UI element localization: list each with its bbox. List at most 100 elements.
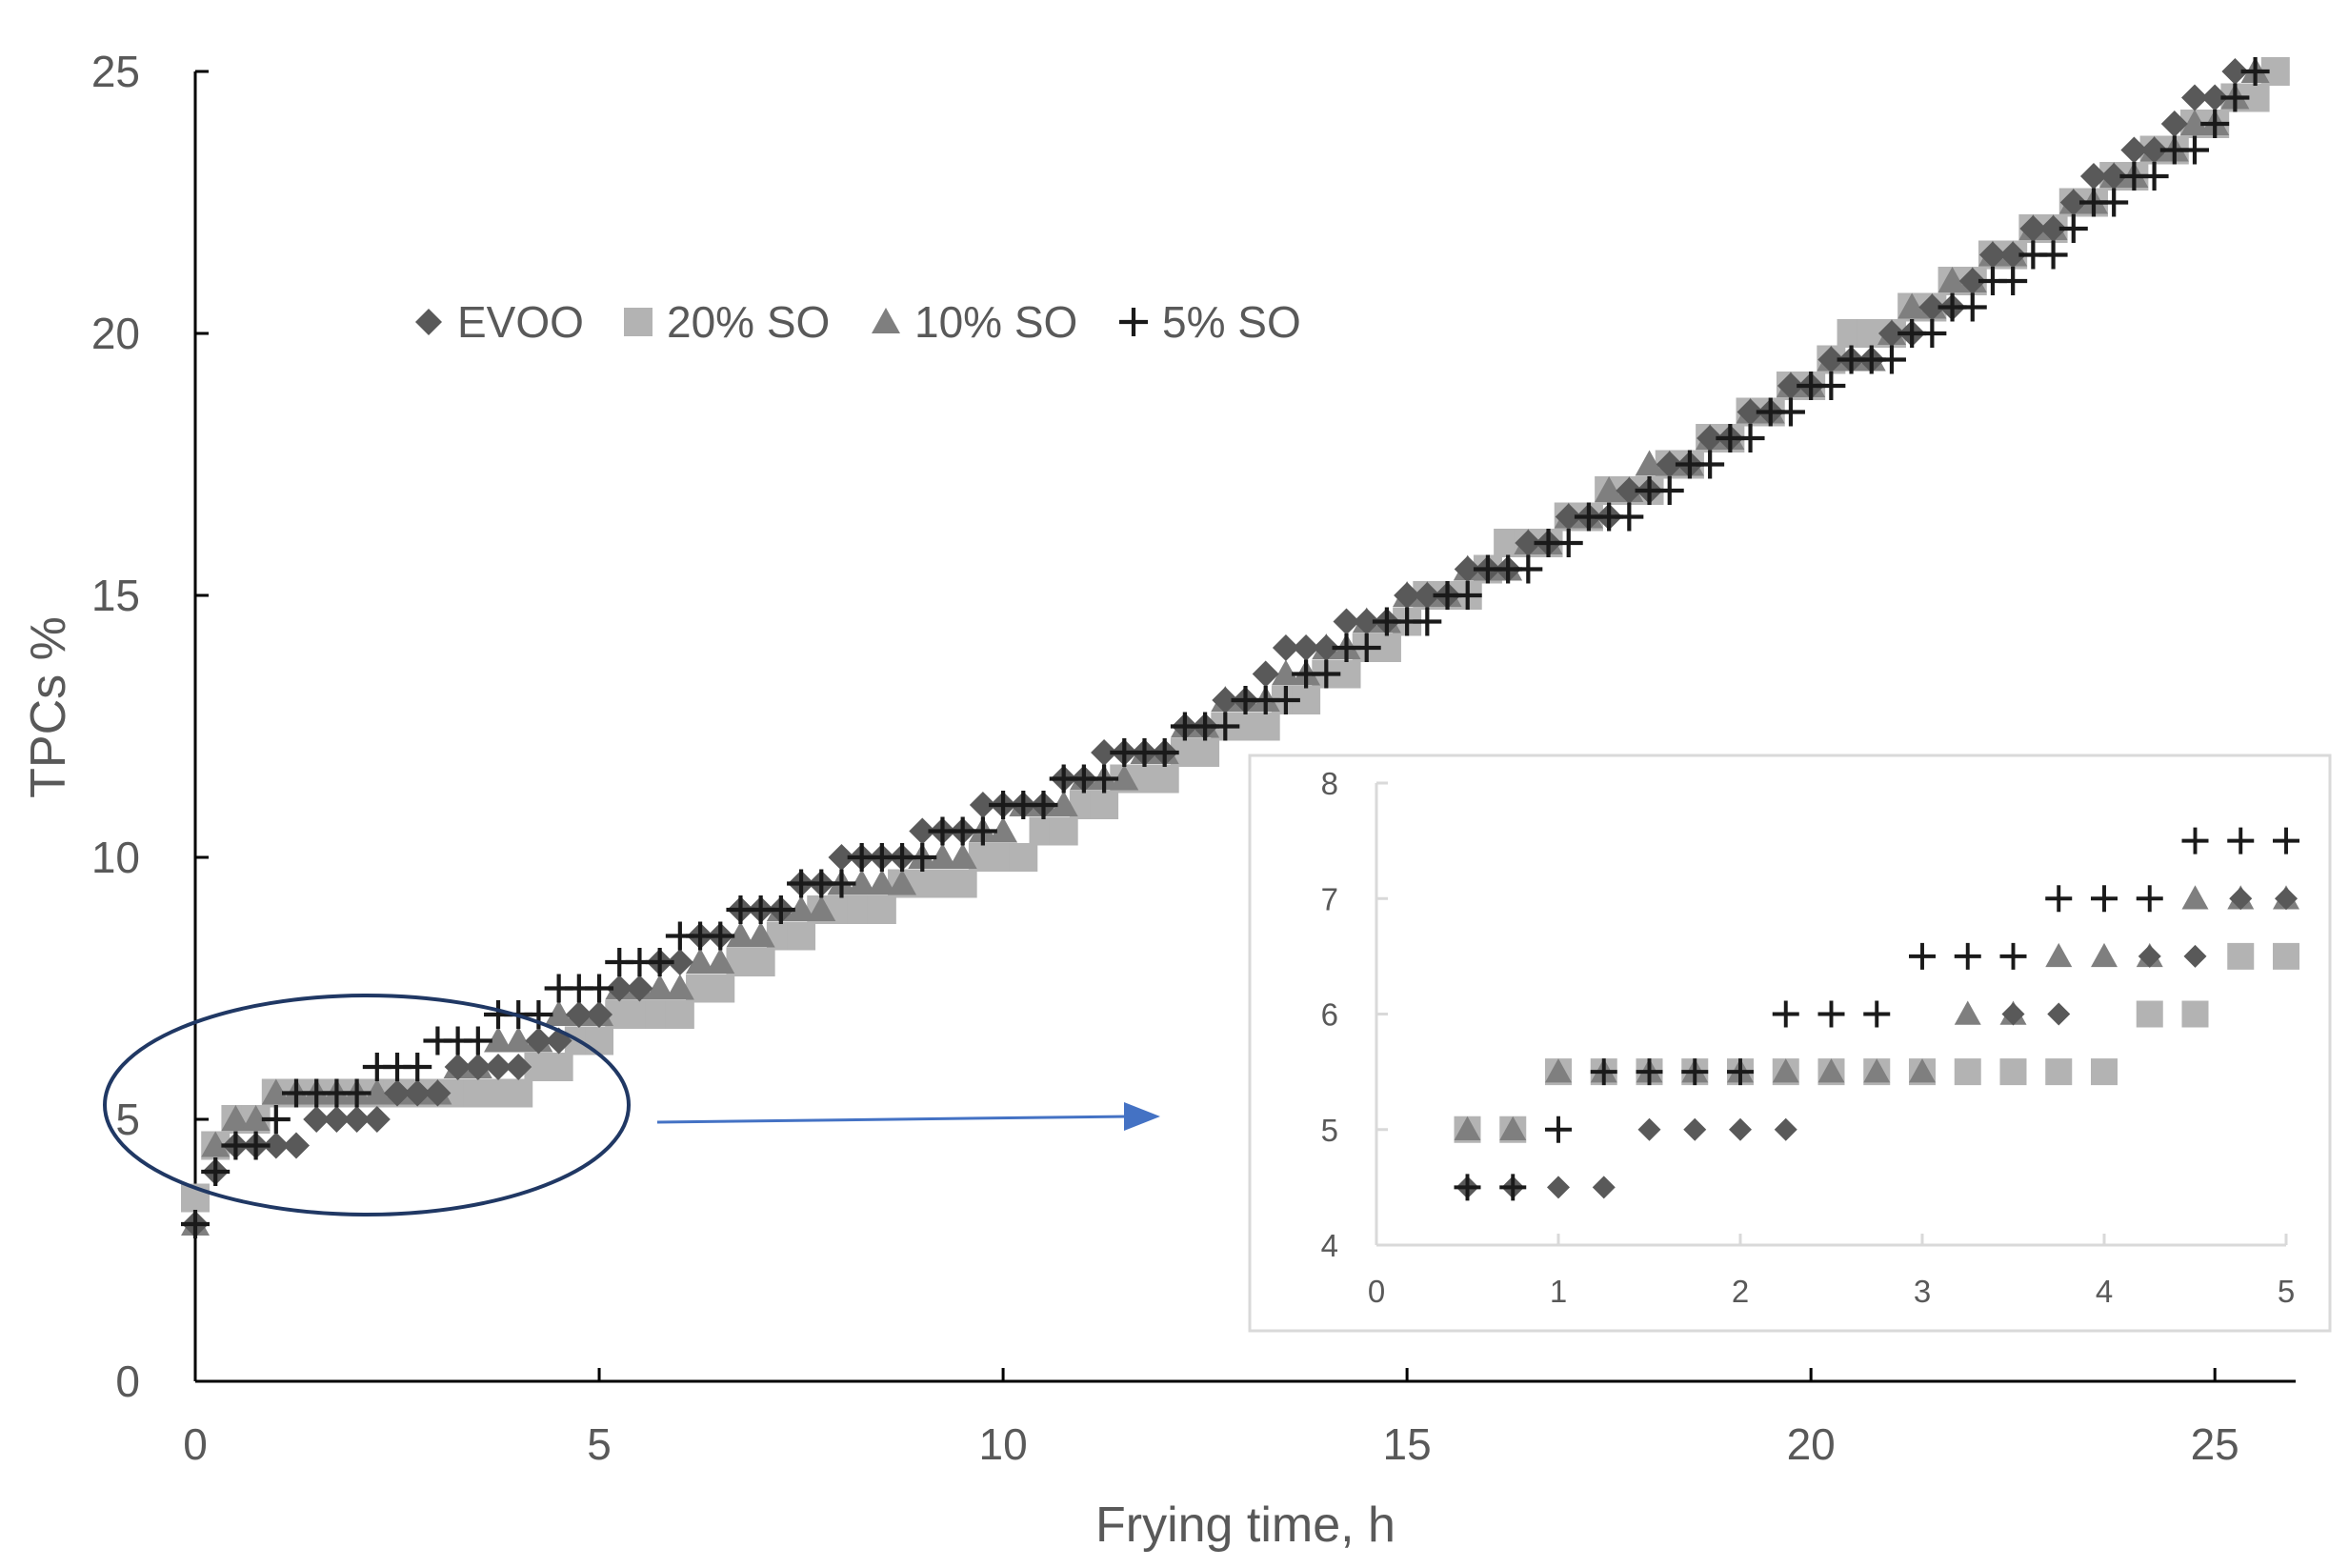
main-series-5-so [181,57,2270,1238]
inset-x-tick-label: 3 [1914,1274,1931,1309]
data-point [1554,529,1583,557]
data-point [342,1078,371,1108]
data-point [2091,942,2118,968]
data-point [2180,84,2208,111]
data-point [1954,942,1981,970]
data-point [1555,503,1582,531]
data-point [2100,163,2128,190]
data-point [828,844,855,871]
data-point [1545,1116,1572,1143]
data-point [2183,944,2207,968]
data-point [2273,827,2299,854]
data-point [1737,398,1764,426]
data-point [1150,738,1179,767]
main-y-tick-label: 20 [91,309,140,358]
data-point [1545,1058,1572,1083]
data-point [1453,581,1482,610]
data-point [2201,84,2229,111]
data-point [2099,188,2129,217]
data-point [201,1131,231,1157]
data-point [1877,320,1905,347]
data-point [1937,267,1967,292]
main-x-tick-label: 5 [587,1419,612,1469]
inset-y-tick-label: 7 [1321,881,1338,916]
inset-x-tick-label: 1 [1550,1274,1567,1309]
legend-label: EVOO [457,297,584,347]
data-point [2179,110,2209,135]
data-point [1090,764,1119,794]
data-point [1293,634,1320,661]
data-point [645,974,674,1000]
main-x-tick-label: 25 [2191,1419,2239,1469]
data-point [1029,791,1058,819]
data-point [565,1001,592,1028]
data-point [2047,1002,2071,1026]
data-point [1252,660,1279,688]
data-point [323,1106,351,1133]
data-point [1863,1058,1891,1083]
main-legend: EVOO 20% SO 10% SO 5% SO [415,297,1301,347]
data-point [241,1131,271,1160]
data-point [1499,1174,1527,1201]
data-point [2045,1058,2073,1086]
inset-series-5-so [1454,827,2299,1201]
main-y-tick-label: 5 [115,1095,140,1144]
data-point [585,974,614,1003]
data-point [1616,477,1643,504]
data-point [2200,110,2230,138]
data-point [2273,942,2299,970]
data-point [908,843,937,872]
highlight-ellipse [103,994,631,1216]
data-point [283,1132,311,1159]
data-point [1656,451,1683,478]
data-point [2227,942,2255,970]
inset-x-tick-label: 5 [2278,1274,2295,1309]
data-point [807,895,836,921]
data-point [1918,293,1946,321]
legend-marker [1119,308,1148,336]
data-point [2220,83,2250,112]
data-point [1863,1000,1891,1028]
data-point [2045,942,2073,968]
data-point [2091,1058,2118,1086]
data-point [1251,712,1280,741]
data-point [847,869,876,895]
data-point [665,1000,694,1029]
data-point [1414,582,1441,609]
data-point [706,921,735,951]
data-point [1772,1000,1799,1028]
main-x-tick-label: 10 [978,1419,1027,1469]
data-point [1271,686,1300,714]
data-point [666,949,693,975]
data-point [424,1079,452,1107]
data-point [484,1026,513,1053]
data-point [948,869,977,898]
data-point [2160,111,2188,137]
inset-plot-area: 0 1 2 3 4 5 4 5 6 7 8 [1248,754,2332,1333]
data-point [2179,135,2209,165]
data-point [948,843,977,869]
data-point [1454,1174,1481,1201]
data-point [1090,791,1119,819]
data-point [404,1079,432,1107]
data-point [2136,885,2163,913]
data-point [1655,476,1684,505]
data-point [2136,1000,2163,1028]
data-point [1958,292,1987,322]
data-point [2181,827,2209,854]
main-x-axis-title: Frying time, h [1095,1498,1395,1553]
data-point [1777,372,1804,399]
zoom-arrow-line [656,1115,1130,1124]
data-point [1954,1058,1981,1086]
main-y-tick-label: 25 [91,47,140,96]
data-point [2181,885,2209,910]
data-point [1917,319,1947,348]
data-point [1817,372,1846,400]
data-point [1595,476,1624,502]
legend-marker [872,308,900,333]
inset-y-tick-label: 6 [1321,997,1338,1033]
data-point [1515,530,1542,556]
data-point [1592,1176,1616,1199]
